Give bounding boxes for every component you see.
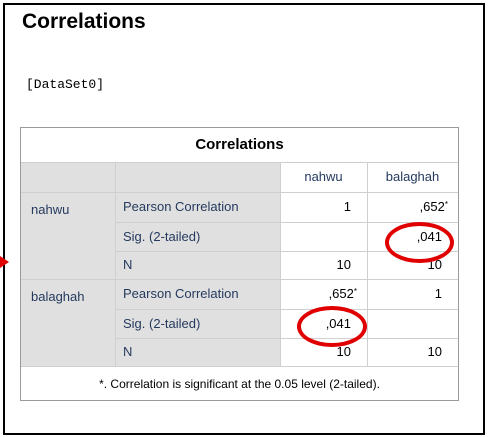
- grid-line: [115, 251, 458, 252]
- grid-line: [21, 279, 458, 280]
- significance-marker: *: [444, 200, 448, 209]
- output-heading: Correlations: [22, 10, 146, 33]
- grid-line: [21, 162, 458, 163]
- grid-line: [21, 366, 458, 367]
- column-header-nahwu: nahwu: [280, 162, 367, 192]
- table-cell: 1: [343, 199, 351, 214]
- grid-line: [115, 162, 116, 366]
- dataset-label: [DataSet0]: [26, 77, 105, 92]
- stat-label: Sig. (2-tailed): [115, 222, 280, 251]
- table-cell: [280, 222, 367, 251]
- grid-line: [367, 162, 368, 366]
- table-footnote: *. Correlation is significant at the 0.0…: [99, 377, 380, 391]
- row-variable-balaghah: balaghah: [21, 279, 115, 366]
- highlight-circle: [297, 306, 367, 347]
- table-cell: ,652*: [419, 199, 448, 214]
- table-cell: 10: [427, 344, 442, 359]
- table-cell: [367, 309, 458, 338]
- corner-cell: [21, 162, 115, 192]
- grid-line: [115, 222, 458, 223]
- row-variable-nahwu: nahwu: [21, 192, 115, 279]
- table-cell: ,652*: [328, 286, 357, 301]
- grid-line: [280, 162, 281, 366]
- stat-label: Sig. (2-tailed): [115, 309, 280, 338]
- table-cell: 1: [434, 286, 442, 301]
- grid-line: [115, 338, 458, 339]
- stat-label: Pearson Correlation: [115, 192, 280, 222]
- stat-label: N: [115, 338, 280, 366]
- stat-label: N: [115, 251, 280, 279]
- grid-line: [21, 192, 458, 193]
- column-header-balaghah: balaghah: [367, 162, 458, 192]
- right-arrow-icon: [0, 256, 9, 268]
- table-cell: 10: [336, 257, 351, 272]
- stat-label: Pearson Correlation: [115, 279, 280, 309]
- correlations-table[interactable]: Correlations nahwu balaghah nahwu balagh…: [20, 127, 459, 401]
- table-cell: 10: [336, 344, 351, 359]
- significance-marker: *: [353, 287, 357, 296]
- highlight-circle: [385, 222, 454, 263]
- table-title: Correlations: [195, 136, 284, 153]
- output-frame: [3, 3, 485, 435]
- grid-line: [115, 309, 458, 310]
- corner-cell: [115, 162, 280, 192]
